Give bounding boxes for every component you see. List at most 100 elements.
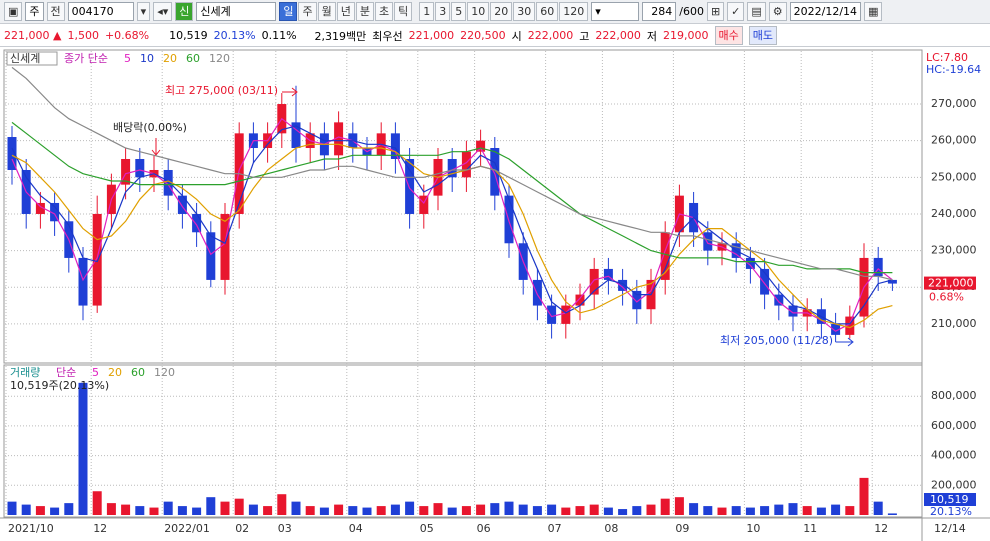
candle-body: [7, 137, 17, 170]
volume-bar: [78, 382, 88, 515]
period-button[interactable]: 일: [279, 2, 298, 21]
turnover-pct: 0.11%: [261, 29, 297, 42]
pct-tag: 20.13%: [930, 505, 972, 518]
period-button[interactable]: 주: [298, 2, 317, 21]
quote-bar: 221,000 ▲ 1,500 +0.68% 10,519 20.13% 0.1…: [0, 25, 990, 47]
step-button[interactable]: 3: [435, 2, 451, 21]
volume-bar: [149, 507, 159, 515]
candle-body: [419, 195, 429, 214]
prev-button[interactable]: 전: [46, 2, 65, 21]
price-tag: 221,000: [928, 277, 974, 290]
volume-bar: [802, 506, 812, 515]
arrow: [836, 337, 854, 347]
volume-bar: [305, 506, 315, 515]
period-button[interactable]: 틱: [394, 2, 413, 21]
sell-button[interactable]: 매도: [748, 26, 778, 45]
step-button[interactable]: 30: [513, 2, 536, 21]
candle-body: [461, 151, 471, 178]
y-tick-label: 200,000: [931, 478, 977, 491]
chart: 210,000220,000230,000240,000250,000260,0…: [0, 49, 990, 541]
y-tick-label: 270,000: [931, 97, 977, 110]
step-button[interactable]: 120: [559, 2, 589, 21]
candle-body: [660, 232, 670, 280]
volume-bar: [660, 498, 670, 515]
step-button[interactable]: 60: [536, 2, 559, 21]
volume-bar: [291, 501, 301, 515]
volume-bar: [7, 501, 17, 515]
settings-button[interactable]: ⚙: [768, 2, 787, 21]
date-input[interactable]: 2022/12/14: [789, 2, 862, 21]
volume-bar: [859, 477, 869, 515]
volume-bar: [277, 494, 287, 515]
volume-bar: [816, 507, 826, 515]
candle-body: [220, 213, 230, 280]
sound-button[interactable]: ◂▾: [153, 2, 173, 21]
volume-bar: [92, 491, 102, 515]
calendar-button[interactable]: ▦: [864, 2, 883, 21]
candle-body: [206, 232, 216, 280]
step-button[interactable]: 20: [490, 2, 513, 21]
volume-pct: 20.13%: [213, 29, 256, 42]
name-input[interactable]: 신세계: [196, 2, 277, 21]
period-button[interactable]: 분: [355, 2, 374, 21]
chart-icon[interactable]: ▣: [4, 2, 23, 21]
badge[interactable]: 신: [175, 2, 194, 21]
x-tick-label: 04: [349, 522, 363, 535]
period-button[interactable]: 년: [336, 2, 355, 21]
volume-bar: [618, 509, 628, 515]
volume-panel: [3, 364, 923, 518]
y-tick-label: 600,000: [931, 419, 977, 432]
legend-entry: 60: [186, 52, 200, 65]
x-tick-label: 2022/01: [164, 522, 210, 535]
volume-bar: [646, 504, 656, 515]
y-tick-label: 800,000: [931, 389, 977, 402]
candle-body: [121, 158, 131, 185]
legend-entry: 20: [163, 52, 177, 65]
volume-info: 10,519주(20.13%): [10, 379, 109, 392]
volume-bar: [745, 507, 755, 515]
amount: 2,319백만: [314, 29, 367, 43]
buy-button[interactable]: 매수: [714, 26, 743, 45]
legend-entry: 20: [108, 366, 122, 379]
tool-button[interactable]: ✓: [727, 2, 745, 21]
period-button[interactable]: 월: [317, 2, 336, 21]
volume-bar: [547, 504, 557, 515]
step-button[interactable]: 10: [467, 2, 490, 21]
ask: 221,000: [408, 29, 455, 42]
volume-tag-box: [924, 493, 976, 506]
x-tick-label: 2021/10: [8, 522, 54, 535]
volume-bar: [206, 497, 216, 515]
search-button[interactable]: ▾: [136, 2, 151, 21]
candle-body: [788, 305, 798, 317]
tool-button[interactable]: ⊞: [706, 2, 725, 21]
step-button[interactable]: 1: [419, 2, 435, 21]
legend-entry: 10: [140, 52, 154, 65]
arrow: [282, 87, 298, 97]
y-tick-label: 230,000: [931, 244, 977, 257]
change: 1,500: [67, 29, 99, 42]
candle-body: [873, 257, 883, 277]
legend-entry: 5: [124, 52, 131, 65]
x-tick-label: 12: [874, 522, 888, 535]
step-buttons: 1 3 5 10 20 30 60 120: [419, 2, 589, 21]
y-tick-label: 400,000: [931, 449, 977, 462]
market-select[interactable]: 주: [25, 2, 44, 21]
period-button[interactable]: 초: [374, 2, 394, 21]
x-tick-label: 12: [93, 522, 107, 535]
volume-bar: [831, 504, 841, 515]
code-input[interactable]: 004170: [67, 2, 134, 21]
volume-bar: [873, 501, 883, 515]
hc-label: HC:-19.64: [926, 63, 981, 76]
arrow: [151, 138, 161, 156]
save-button[interactable]: ▤: [747, 2, 766, 21]
candle-body: [192, 213, 202, 233]
blank-select[interactable]: ▾: [591, 2, 640, 21]
high-note: 최고 275,000 (03/11): [165, 84, 278, 97]
candle-body: [575, 294, 585, 306]
volume-bar: [263, 506, 273, 515]
step-button[interactable]: 5: [451, 2, 467, 21]
count-input[interactable]: 284: [642, 2, 677, 21]
price: 221,000 ▲: [4, 29, 62, 42]
